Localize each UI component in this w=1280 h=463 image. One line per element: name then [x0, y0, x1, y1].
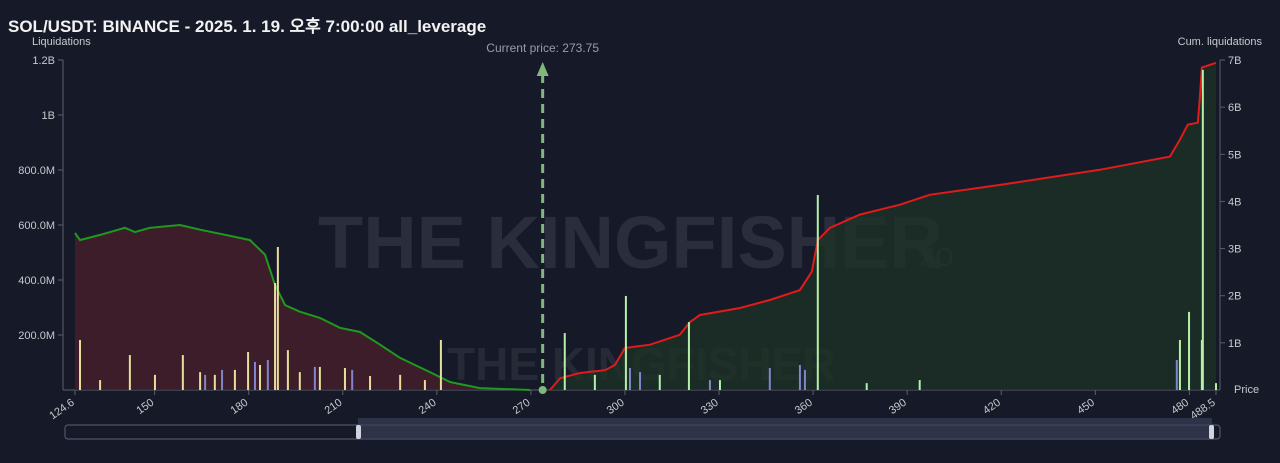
bar — [298, 372, 301, 390]
current-price-arrow — [536, 62, 549, 76]
bar — [253, 361, 256, 390]
bar — [199, 372, 202, 390]
y-tick-label: 800.0M — [18, 165, 55, 177]
bar — [318, 366, 321, 390]
cum-area — [75, 225, 530, 390]
bar — [258, 364, 261, 390]
bar — [1215, 383, 1217, 390]
bar — [803, 369, 806, 390]
bar — [153, 374, 156, 390]
bar — [128, 355, 131, 390]
bar — [313, 366, 316, 390]
bar — [266, 360, 269, 390]
slider-handle[interactable] — [1209, 425, 1214, 439]
bar — [399, 374, 402, 390]
bar — [563, 333, 566, 390]
bar — [708, 380, 711, 390]
bar — [369, 375, 372, 390]
y-tick-label: 200.0M — [18, 330, 55, 342]
y-tick-label: 600.0M — [18, 220, 55, 232]
current-price-dot — [538, 386, 547, 394]
bar — [213, 374, 216, 390]
y2-tick-label: 3B — [1228, 244, 1241, 256]
bar — [593, 374, 596, 390]
bar — [99, 380, 102, 390]
y-tick-label: 1B — [42, 110, 55, 122]
bar — [628, 368, 631, 390]
bar — [276, 247, 279, 390]
y2-tick-label: 5B — [1228, 149, 1241, 161]
bar — [79, 339, 82, 390]
bar — [718, 380, 721, 390]
chart-title: SOL/USDT: BINANCE - 2025. 1. 19. 오후 7:00… — [8, 16, 486, 36]
bar — [865, 383, 868, 390]
slider-handle[interactable] — [356, 425, 361, 439]
plot: 200.0M 400.0M 600.0M 800.0M 1B 1.2B 1B 2B 3B 4B 5B… — [18, 41, 1241, 422]
bar — [639, 372, 642, 390]
y2-tick-label: 7B — [1228, 55, 1241, 67]
y2-tick-label: 1B — [1228, 338, 1241, 350]
bar — [274, 283, 277, 390]
y-tick-label: 400.0M — [18, 275, 55, 287]
bar — [351, 369, 354, 390]
bar — [1178, 339, 1181, 390]
bar — [233, 369, 236, 390]
y2-tick-label: 2B — [1228, 291, 1241, 303]
slider-window[interactable] — [358, 418, 1212, 439]
bar — [181, 355, 184, 390]
bar — [816, 195, 819, 390]
y-axis-label: Liquidations — [32, 36, 91, 48]
bar — [343, 368, 346, 390]
bar — [798, 364, 801, 390]
bar — [768, 368, 771, 390]
bar — [423, 380, 426, 390]
bar — [221, 369, 224, 390]
x-axis-label: Price — [1234, 384, 1259, 396]
bar — [1175, 360, 1178, 390]
cum-line — [549, 61, 1217, 391]
bar — [624, 295, 627, 390]
zoom-slider[interactable] — [64, 418, 1221, 440]
bar — [204, 374, 207, 390]
y2-tick-label: 4B — [1228, 196, 1241, 208]
y2-axis-label: Cum. liquidations — [1178, 36, 1263, 48]
bar — [1188, 311, 1191, 390]
bar — [1201, 69, 1204, 391]
cum-area — [550, 62, 1216, 391]
current-price-label: Current price: 273.75 — [486, 41, 599, 55]
bar — [658, 374, 661, 390]
y-tick-label: 1.2B — [32, 55, 55, 67]
bar — [918, 380, 921, 390]
y2-tick-label: 6B — [1228, 102, 1241, 114]
bar — [687, 322, 690, 390]
bar — [286, 350, 289, 390]
bar — [439, 339, 442, 390]
bar — [247, 352, 250, 390]
